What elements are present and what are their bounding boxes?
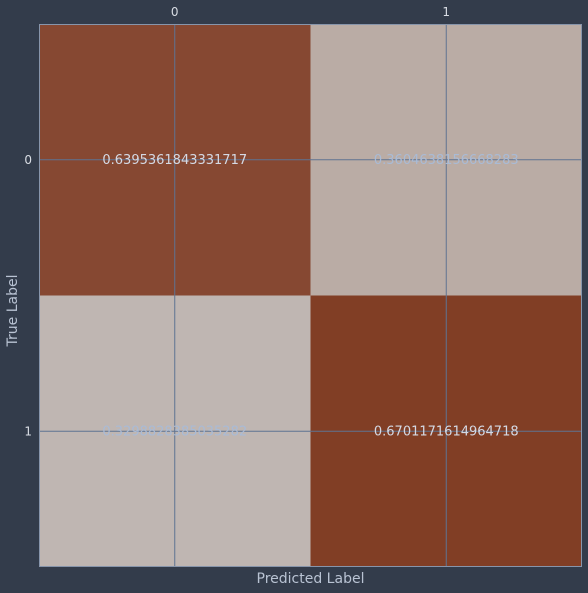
cell-value-label-1-0: 0.3298828385035282 xyxy=(102,424,247,439)
y-tick-label-1: 1 xyxy=(24,424,32,438)
y-tick-labels: 01 xyxy=(24,153,32,439)
y-tick-label-0: 0 xyxy=(24,153,32,167)
x-axis-label: Predicted Label xyxy=(257,571,365,587)
cell-value-label-0-0: 0.6395361843331717 xyxy=(102,153,247,168)
cell-labels-layer: 0.6395361843331717 0.3604638156668283 0.32… xyxy=(102,153,518,440)
plot-frame xyxy=(39,24,582,567)
y-axis-label: True Label xyxy=(5,275,21,348)
x-tick-label-0: 0 xyxy=(171,5,179,19)
cell-value-label-0-1: 0.3604638156668283 xyxy=(374,153,519,168)
cell-value-label-1-1: 0.6701171614964718 xyxy=(374,424,519,439)
x-tick-label-1: 1 xyxy=(442,5,450,19)
grid-layer xyxy=(39,24,582,567)
cells-layer xyxy=(39,24,582,567)
